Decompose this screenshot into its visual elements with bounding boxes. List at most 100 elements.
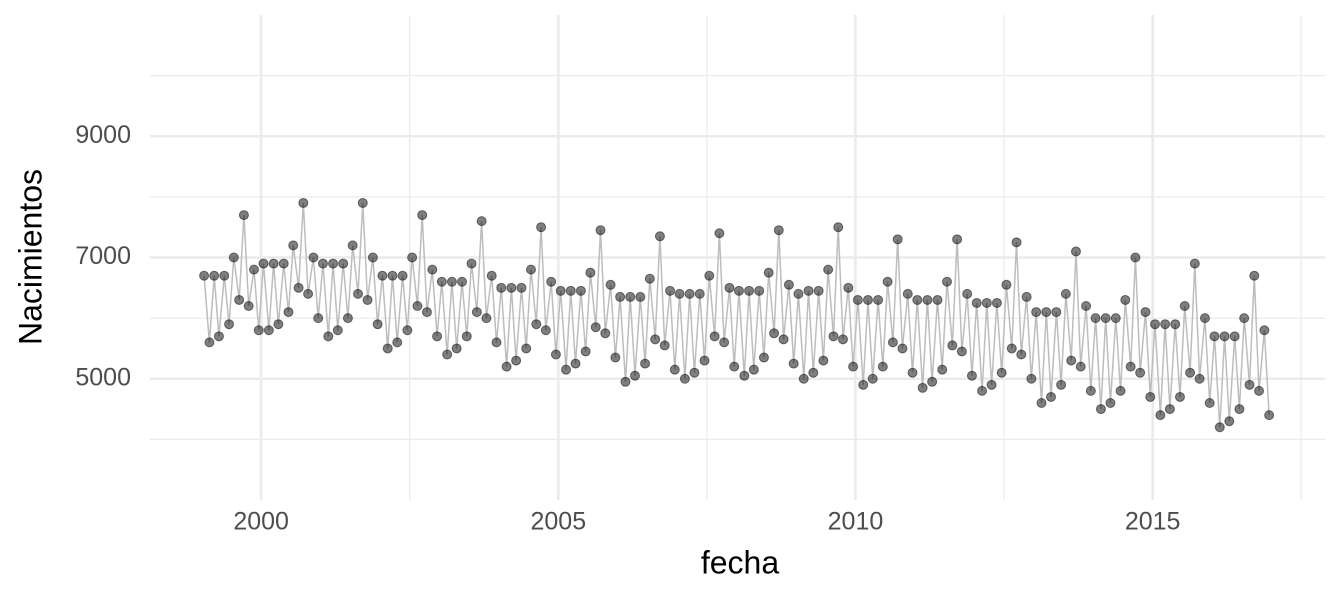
data-point — [521, 343, 532, 354]
data-point — [754, 285, 765, 296]
data-point — [387, 270, 398, 281]
data-point — [1189, 258, 1200, 269]
data-point — [773, 225, 784, 236]
data-point — [927, 376, 938, 387]
data-point — [788, 358, 799, 369]
data-point — [1135, 367, 1146, 378]
data-point — [625, 291, 636, 302]
data-point — [1204, 398, 1215, 408]
data-point — [1006, 343, 1017, 354]
data-point — [446, 276, 457, 287]
data-point — [1249, 270, 1260, 281]
data-point — [347, 240, 358, 251]
data-point — [407, 252, 418, 263]
data-point — [719, 337, 730, 348]
data-point — [650, 334, 661, 345]
y-tick-label: 5000 — [75, 363, 131, 391]
data-point — [729, 361, 740, 372]
data-point — [219, 270, 230, 281]
data-point — [342, 313, 353, 324]
data-point — [293, 282, 304, 293]
data-point — [1115, 385, 1126, 396]
data-point — [238, 210, 249, 221]
data-point — [288, 240, 299, 251]
data-point — [224, 319, 235, 330]
data-point — [1224, 416, 1235, 427]
data-point — [848, 361, 859, 372]
data-point — [442, 349, 453, 360]
data-point — [843, 282, 854, 293]
series-line — [203, 202, 1270, 428]
data-point — [769, 328, 780, 339]
data-point — [912, 294, 923, 305]
data-point — [882, 276, 893, 287]
data-point — [451, 343, 462, 354]
data-point — [1254, 385, 1265, 396]
data-point — [402, 325, 413, 336]
data-point — [328, 258, 339, 269]
data-point — [595, 225, 606, 236]
data-point — [897, 343, 908, 354]
data-point — [436, 276, 447, 287]
data-point — [952, 234, 963, 245]
data-point — [1170, 319, 1181, 330]
data-point — [877, 361, 888, 372]
data-point — [600, 328, 611, 339]
data-point — [823, 264, 834, 275]
data-point — [699, 355, 710, 366]
data-point — [273, 319, 284, 330]
data-point — [873, 294, 884, 305]
data-point — [234, 294, 245, 305]
data-point — [243, 301, 254, 311]
data-point — [887, 337, 898, 348]
data-point — [724, 282, 735, 293]
x-tick-label: 2015 — [1125, 508, 1181, 536]
data-point — [1001, 279, 1012, 290]
data-point — [833, 222, 844, 233]
data-point — [704, 270, 715, 281]
data-point — [1259, 325, 1270, 336]
data-point — [531, 319, 542, 330]
data-point — [1219, 331, 1230, 342]
data-point — [837, 334, 848, 345]
data-point — [476, 216, 487, 227]
data-point — [1041, 307, 1052, 318]
data-point — [605, 279, 616, 290]
data-point — [550, 349, 561, 360]
data-point — [501, 361, 512, 372]
data-point — [457, 276, 468, 287]
data-point — [615, 291, 626, 302]
data-point — [1244, 379, 1255, 390]
y-tick-label: 9000 — [75, 121, 131, 149]
data-point — [258, 258, 269, 269]
data-point — [471, 307, 482, 318]
data-point — [555, 285, 566, 296]
data-point — [570, 358, 581, 369]
data-point — [937, 364, 948, 375]
data-point — [427, 264, 438, 275]
data-point — [199, 270, 210, 281]
data-point — [665, 285, 676, 296]
data-point — [466, 258, 477, 269]
data-point — [1179, 301, 1190, 311]
data-point — [372, 319, 383, 330]
data-point — [561, 364, 572, 375]
data-point — [793, 288, 804, 299]
data-point — [733, 285, 744, 296]
data-point — [1100, 313, 1111, 324]
data-point — [1105, 398, 1116, 408]
data-point — [536, 222, 547, 233]
data-point — [902, 288, 913, 299]
data-point — [986, 379, 997, 390]
data-point — [565, 285, 576, 296]
data-point — [1021, 291, 1032, 302]
data-point — [1120, 294, 1131, 305]
data-point — [1075, 361, 1086, 372]
data-point — [481, 313, 492, 324]
data-point — [1070, 246, 1081, 257]
data-point — [1174, 391, 1185, 402]
data-point — [669, 364, 680, 375]
data-point — [209, 270, 220, 281]
data-point — [942, 276, 953, 287]
data-point — [798, 373, 809, 384]
